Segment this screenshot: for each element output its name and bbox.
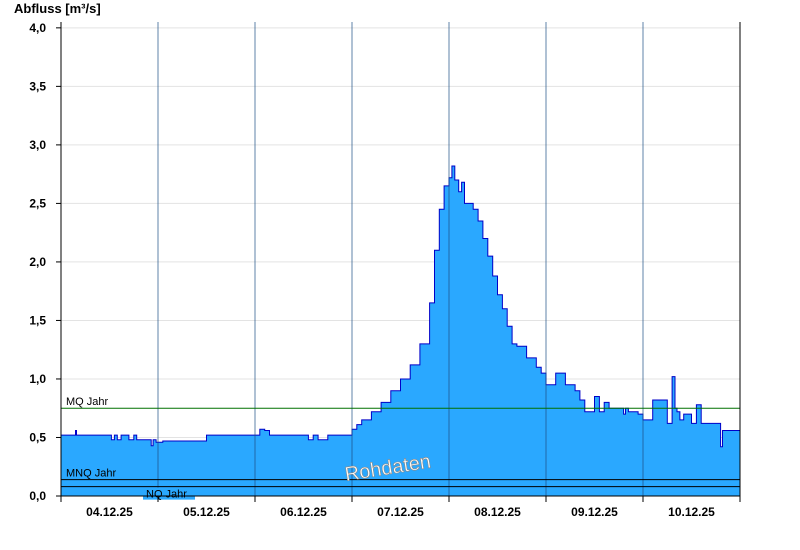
reference-label: MNQ Jahr (66, 468, 116, 480)
gridlines (61, 27, 740, 438)
y-tick-label: 2,5 (29, 196, 46, 210)
x-tick-label: 05.12.25 (183, 505, 230, 519)
y-tick-label: 3,5 (29, 79, 46, 93)
axes (60, 22, 741, 497)
x-tick-label: 07.12.25 (377, 505, 424, 519)
x-tick-label: 10.12.25 (668, 505, 715, 519)
y-tick-label: 1,0 (29, 372, 46, 386)
x-tick-label: 04.12.25 (86, 505, 133, 519)
y-tick-label: 0,0 (29, 489, 46, 503)
y-tick-label: 0,5 (29, 430, 46, 444)
series-area (61, 165, 740, 496)
y-tick-label: 3,0 (29, 138, 46, 152)
x-tick-label: 06.12.25 (280, 505, 327, 519)
y-tick-label: 4,0 (29, 21, 46, 35)
reference-label: MQ Jahr (66, 396, 109, 408)
reference-label: NQ Jahr (146, 489, 187, 501)
reference-label-bg (143, 487, 195, 500)
y-tick-label: 1,5 (29, 313, 46, 327)
reference-lines: MQ Jahr MNQ Jahr NQ Jahr (61, 396, 740, 501)
day-boundaries (157, 22, 644, 496)
y-axis-label: Abfluss [m³/s] (14, 1, 101, 16)
y-tick-label: 2,0 (29, 255, 46, 269)
series-fill (61, 166, 740, 496)
x-tick-label: 08.12.25 (474, 505, 521, 519)
x-tick-label: 09.12.25 (571, 505, 618, 519)
y-ticks: 0,0 0,5 1,0 1,5 2,0 2,5 3,0 3,5 4,0 (29, 21, 61, 503)
x-ticks: 04.12.25 05.12.25 06.12.25 07.12.25 08.12.25… (60, 496, 741, 519)
